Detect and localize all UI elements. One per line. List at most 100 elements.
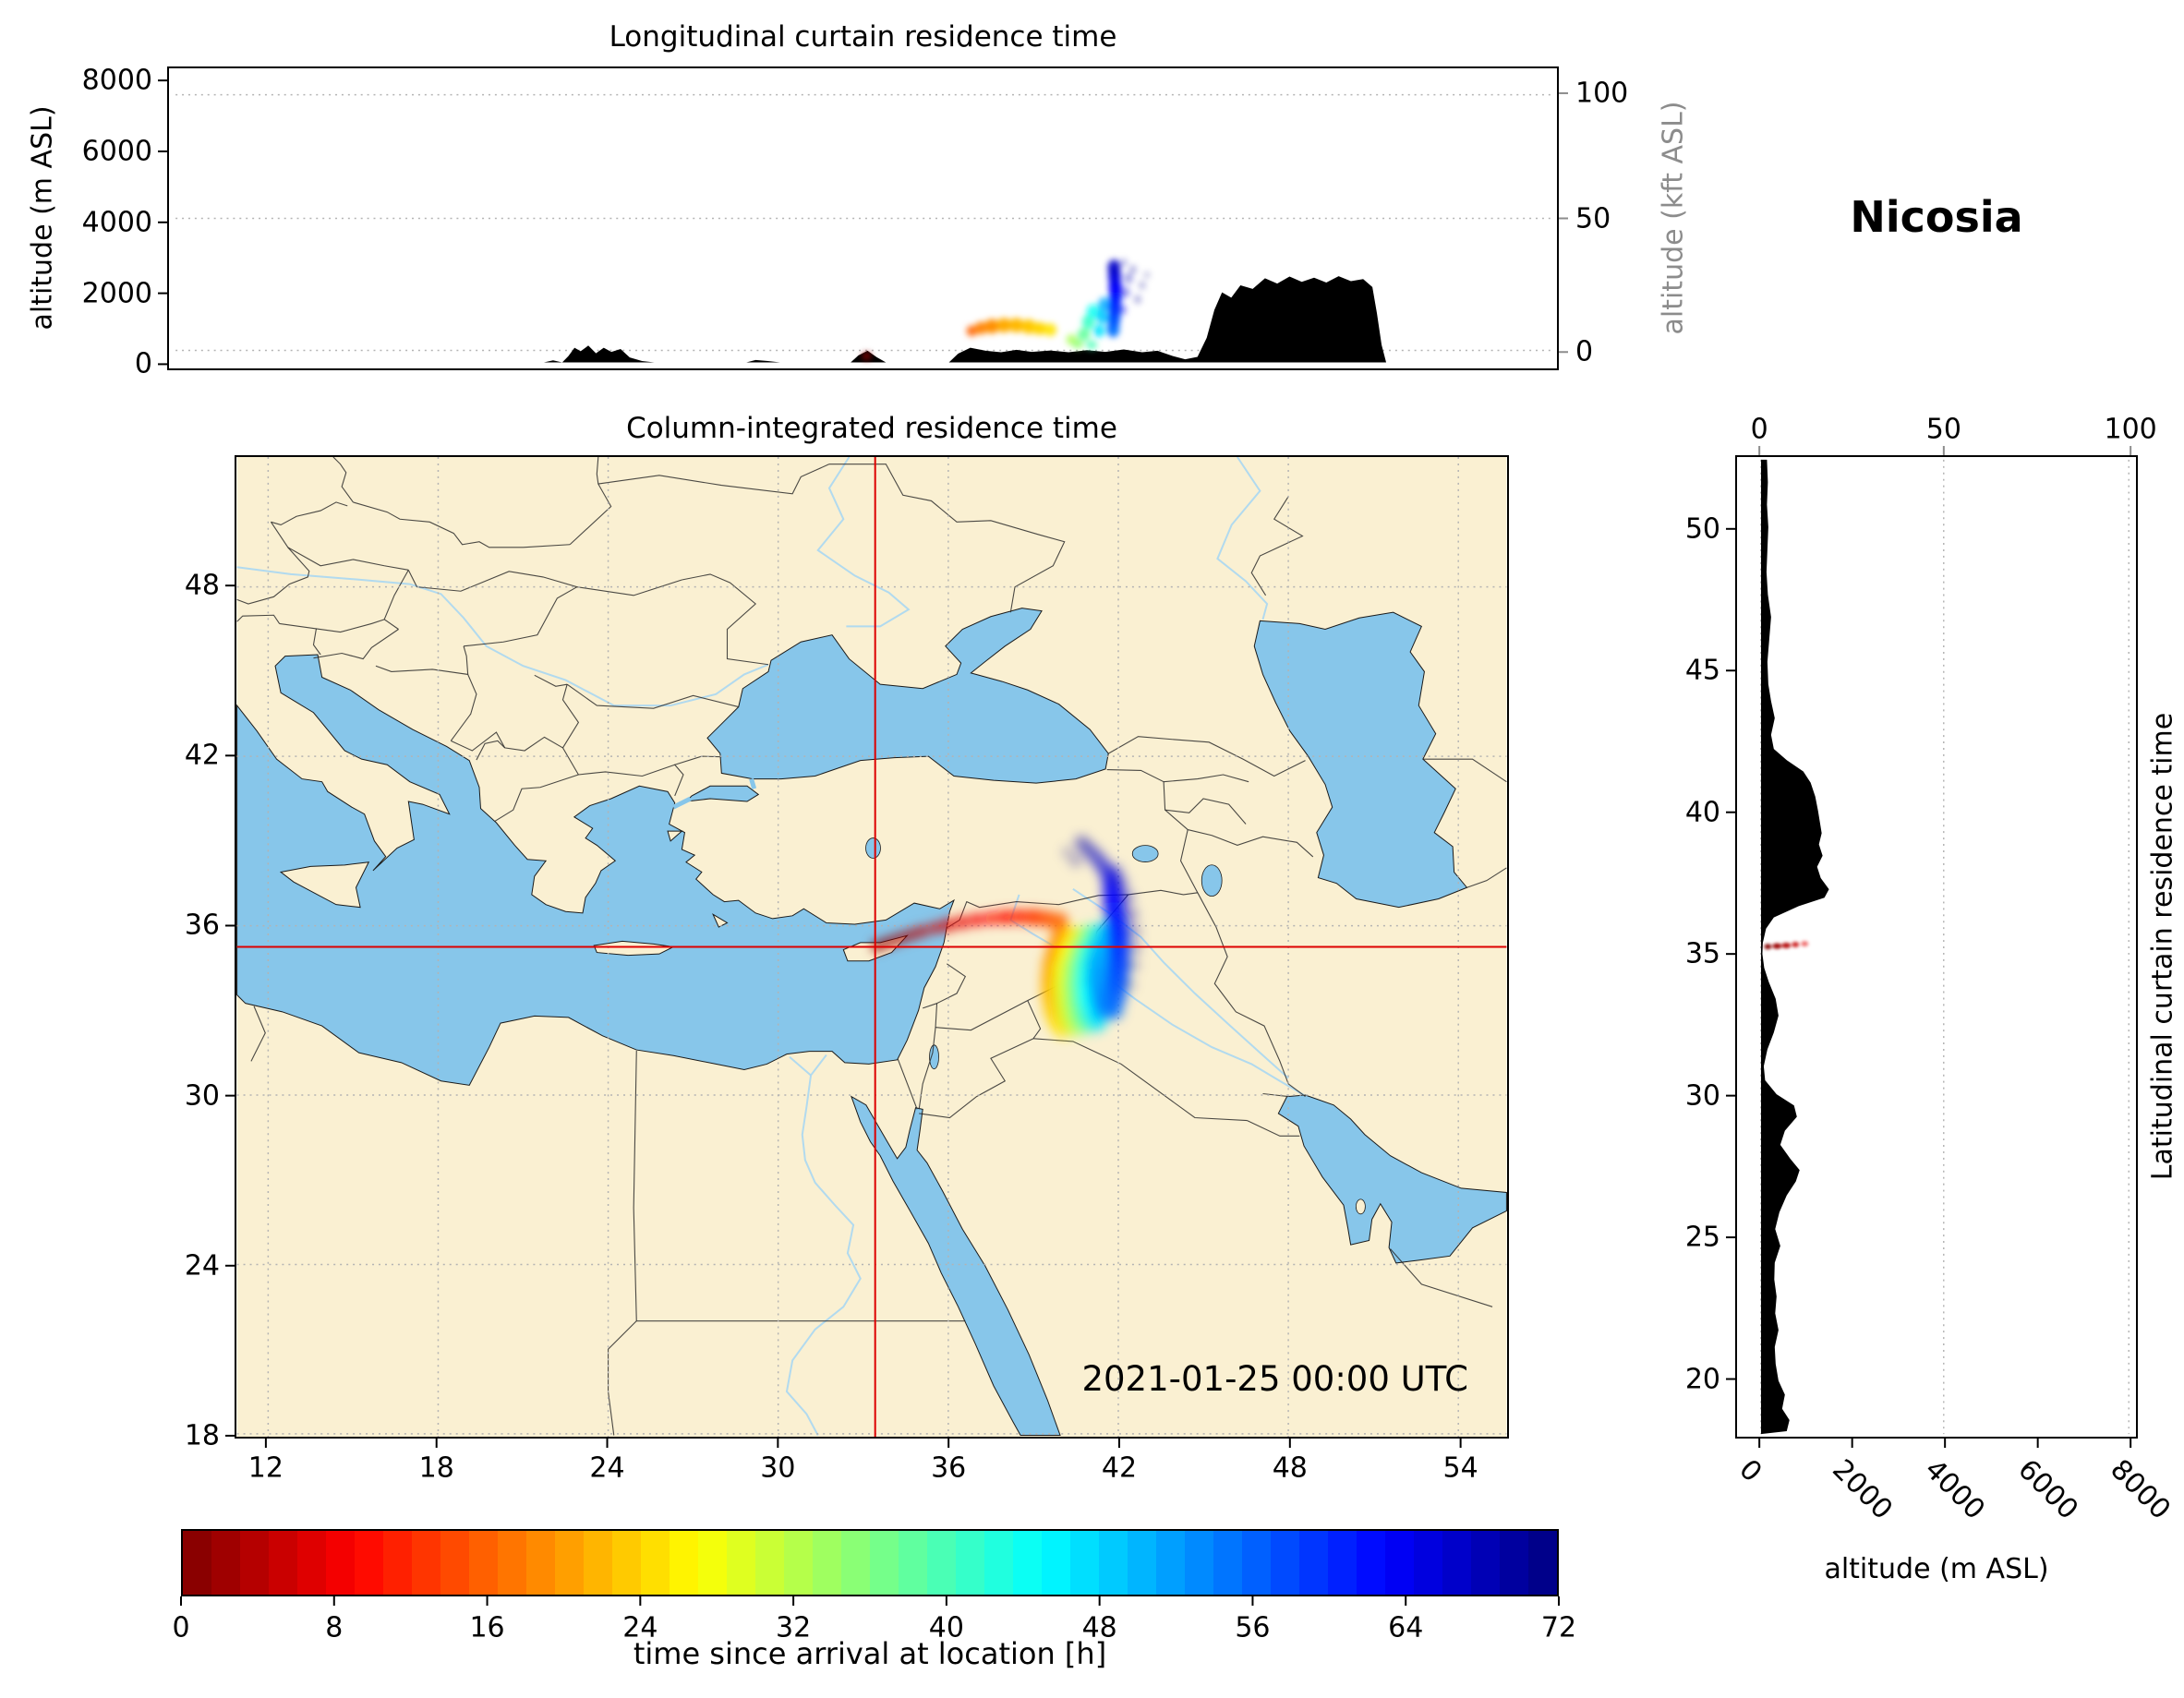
country-border (897, 1058, 918, 1110)
country-border (383, 570, 409, 630)
country-border (353, 501, 571, 548)
latitude-tick-label: 30 (184, 1079, 220, 1113)
plume-cell (956, 915, 970, 929)
plume-cell (1107, 259, 1121, 276)
colorbar-segment (612, 1531, 641, 1595)
colorbar-tick-label: 56 (1235, 1611, 1271, 1644)
river (810, 1054, 827, 1077)
strait (672, 796, 692, 810)
colorbar-segment (1471, 1531, 1500, 1595)
colorbar-segment (927, 1531, 956, 1595)
colorbar-segment (240, 1531, 269, 1595)
colorbar-segment (1213, 1531, 1242, 1595)
country-border (271, 501, 348, 526)
colorbar-segment (1099, 1531, 1128, 1595)
longitude-tick-label: 54 (1442, 1451, 1478, 1485)
longitude-tick-label: 48 (1272, 1451, 1308, 1485)
latitude-tick-label: 30 (1684, 1079, 1720, 1113)
latitude-tick-label: 20 (1684, 1363, 1720, 1396)
sea-polygon (850, 1095, 1061, 1437)
colorbar-tick-label: 32 (776, 1611, 812, 1644)
plume-cell (862, 352, 872, 360)
plume-cell (1120, 286, 1130, 298)
plume-cell (1008, 318, 1024, 333)
latitude-tick-label: 35 (1684, 937, 1720, 970)
plume-cell (1024, 909, 1042, 926)
plume-cell (997, 909, 1013, 925)
colorbar-tick-label: 0 (172, 1611, 190, 1644)
latitude-tick-label: 45 (1684, 654, 1720, 687)
colorbar-segment (1385, 1531, 1414, 1595)
country-border (1422, 758, 1507, 783)
plume-cell (1086, 304, 1100, 319)
colorbar-tick-label: 16 (469, 1611, 505, 1644)
plume-cell (1072, 339, 1084, 349)
colorbar-segment (641, 1531, 670, 1595)
colorbar-segment (870, 1531, 899, 1595)
plume-cell (974, 321, 988, 335)
altitude-m-tick-label: 6000 (2010, 1453, 2084, 1526)
country-border (1164, 774, 1249, 783)
colorbar (181, 1529, 1559, 1596)
strait (749, 777, 757, 789)
country-border (463, 645, 469, 675)
colorbar-segment (1242, 1531, 1271, 1595)
country-border (1107, 736, 1306, 777)
colorbar-segment (784, 1531, 813, 1595)
longitudinal-curtain-plot (175, 93, 1551, 363)
colorbar-segment (211, 1531, 240, 1595)
river (785, 1075, 862, 1436)
colorbar-segment (183, 1531, 211, 1595)
colorbar-segment (1414, 1531, 1442, 1595)
colorbar-segment (1013, 1531, 1042, 1595)
colorbar-segment (1156, 1531, 1185, 1595)
longitude-tick-label: 24 (589, 1451, 625, 1485)
plume-cell (1128, 942, 1142, 955)
plume-cell (1128, 264, 1137, 274)
plume-cell (1117, 304, 1128, 316)
latitudinal-curtain-plot (1760, 459, 2130, 1435)
plume-cell (1068, 854, 1082, 868)
altitude-m-tick-label: 6000 (81, 135, 152, 168)
plume-cell (996, 318, 1012, 333)
country-border (279, 619, 385, 633)
colorbar-gradient (183, 1531, 1557, 1595)
plume-cell (1801, 941, 1809, 947)
lake (865, 837, 881, 859)
colorbar-segment (1070, 1531, 1099, 1595)
island (593, 940, 675, 957)
country-border (919, 1038, 1034, 1119)
altitude-m-tick-label: 4000 (81, 206, 152, 239)
plume-cell (1086, 340, 1097, 350)
plume-cell (1114, 875, 1129, 891)
colorbar-segment (984, 1531, 1013, 1595)
altitude-m-tick-label: 8000 (2104, 1453, 2178, 1526)
country-border (682, 573, 769, 666)
altitude-m-tick-label: 4000 (1918, 1453, 1992, 1526)
country-border (1128, 889, 1198, 896)
longitudinal-panel-title: Longitudinal curtain residence time (609, 20, 1117, 54)
country-border (1179, 829, 1199, 894)
longitudinal-ylabel-right: altitude (kft ASL) (1657, 101, 1690, 335)
plume-cell (1074, 835, 1090, 850)
plume-cell (1772, 943, 1782, 949)
column-integrated-map (236, 457, 1507, 1437)
river (236, 566, 769, 707)
colorbar-segment (956, 1531, 984, 1595)
colorbar-segment (1185, 1531, 1213, 1595)
plume-cell (1142, 271, 1151, 279)
altitude-m-tick-label: 0 (1732, 1453, 1768, 1489)
sea-polygon (706, 608, 1109, 784)
colorbar-segment (326, 1531, 355, 1595)
country-border (1390, 1248, 1493, 1307)
plume-cell (1123, 978, 1137, 992)
country-border (451, 731, 506, 752)
latitude-tick-label: 42 (184, 739, 220, 772)
plume-cell (1124, 272, 1133, 284)
map-plume (872, 835, 1142, 1039)
country-border (1188, 829, 1314, 858)
plume-cell (1020, 319, 1036, 334)
country-border (332, 457, 354, 503)
longitude-tick-label: 18 (418, 1451, 454, 1485)
altitude-m-tick-label: 8000 (81, 64, 152, 97)
